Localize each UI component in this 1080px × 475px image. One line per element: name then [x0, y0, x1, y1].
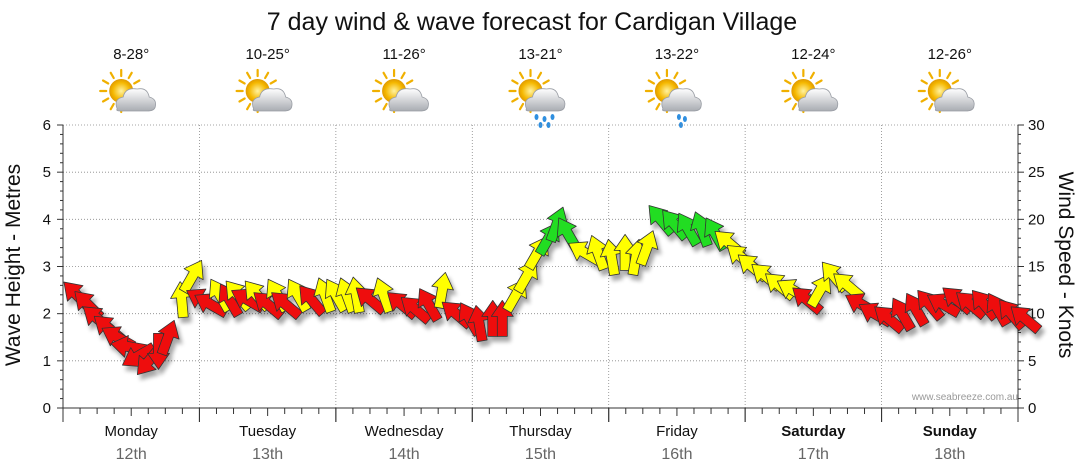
day-name-label: Friday [656, 423, 698, 440]
day-date-label: 18th [934, 446, 965, 463]
right-tick-label: 5 [1028, 353, 1036, 370]
left-tick-label: 5 [43, 164, 51, 181]
day-date-label: 15th [525, 446, 556, 463]
wind-arrow [156, 319, 180, 357]
left-tick-label: 4 [43, 211, 51, 228]
wind-arrow [1010, 306, 1043, 335]
day-name-label: Monday [105, 423, 159, 440]
partly-cloudy-icon [781, 68, 839, 114]
left-axis-label: Wave Height - Metres [2, 164, 25, 366]
day-date-label: 17th [798, 446, 829, 463]
temperature-range-label: 8-28° [113, 46, 149, 63]
axes [57, 124, 1024, 422]
grid [63, 124, 1019, 408]
left-tick-label: 6 [43, 117, 51, 134]
temperature-range-label: 12-24° [791, 46, 835, 63]
temperature-range-label: 13-21° [518, 46, 562, 63]
showers-icon [508, 68, 566, 128]
temperature-range-label: 11-26° [382, 46, 425, 63]
wind-arrow [372, 277, 395, 314]
right-tick-label: 0 [1028, 400, 1036, 417]
day-date-label: 13th [252, 446, 283, 463]
left-tick-label: 1 [43, 353, 51, 370]
left-tick-label: 0 [43, 400, 51, 417]
partly-cloudy-icon [371, 68, 429, 114]
right-axis-label: Wind Speed - Knots [1054, 172, 1077, 359]
wind-arrows [63, 205, 1043, 376]
partly-cloudy-icon [235, 68, 293, 114]
day-date-label: 14th [389, 446, 420, 463]
wind-arrow [178, 259, 204, 295]
partly-cloudy-icon [917, 68, 975, 114]
left-tick-label: 2 [43, 306, 51, 323]
wind-arrow [635, 230, 659, 267]
day-date-label: 16th [661, 446, 692, 463]
right-tick-label: 30 [1028, 117, 1045, 134]
right-tick-label: 25 [1028, 164, 1045, 181]
temperature-range-label: 10-25° [245, 46, 289, 63]
right-tick-label: 15 [1028, 259, 1045, 276]
watermark: www.seabreeze.com.au [911, 392, 1018, 403]
left-tick-label: 3 [43, 259, 51, 276]
right-tick-label: 20 [1028, 211, 1045, 228]
daily-forecast-header: 8-28° 10-25° 11-26° 13-21° 13-22° 12-24° 12-26… [99, 46, 975, 128]
wind-arrow [806, 274, 832, 309]
left-axis-ticks: 0 1 2 3 4 5 6 [43, 117, 51, 417]
day-name-label: Sunday [923, 423, 978, 440]
wind-arrow [431, 271, 454, 310]
temperature-range-label: 12-26° [928, 46, 972, 63]
partly-cloudy-icon [99, 68, 156, 114]
day-date-label: 12th [116, 446, 147, 463]
day-name-label: Saturday [781, 423, 846, 440]
temperature-range-label: 13-22° [655, 46, 699, 63]
x-axis-day-labels: Monday 12th Tuesday 13th Wednesday 14th Thursd… [105, 423, 978, 463]
light-showers-icon [644, 68, 702, 128]
day-name-label: Thursday [509, 423, 572, 440]
day-name-label: Tuesday [239, 423, 296, 440]
chart-title: 7 day wind & wave forecast for Cardigan … [267, 8, 797, 36]
day-name-label: Wednesday [365, 423, 444, 440]
